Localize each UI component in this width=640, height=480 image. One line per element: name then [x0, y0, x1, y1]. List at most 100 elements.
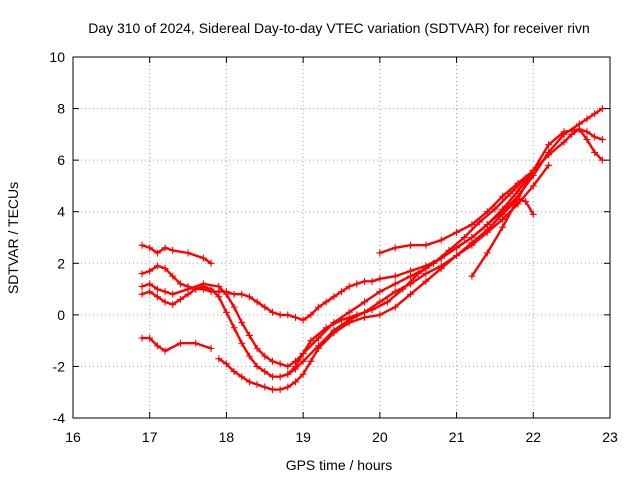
data-point [161, 288, 169, 296]
y-tick-label: 2 [57, 255, 65, 271]
data-point [161, 298, 169, 306]
data-point [138, 270, 146, 278]
data-point [545, 161, 553, 169]
data-point [176, 295, 184, 303]
data-point [437, 264, 445, 272]
data-point [299, 316, 307, 324]
x-tick-label: 23 [602, 429, 618, 445]
y-tick-label: 10 [49, 49, 65, 65]
data-point [245, 378, 253, 386]
data-point [245, 352, 253, 360]
data-point [284, 362, 292, 370]
x-tick-label: 17 [142, 429, 158, 445]
data-point [299, 350, 307, 358]
data-point [338, 316, 345, 324]
data-point [514, 195, 522, 203]
x-tick-label: 22 [525, 429, 541, 445]
series-track-i [468, 125, 606, 280]
data-point [215, 282, 223, 290]
data-point [276, 311, 284, 319]
data-point [215, 293, 223, 301]
data-point [376, 298, 384, 306]
data-point [192, 285, 200, 293]
data-point [192, 339, 200, 347]
data-point [407, 290, 415, 298]
data-point [568, 130, 576, 138]
data-point [453, 252, 461, 260]
data-point [414, 270, 422, 278]
data-point [314, 303, 322, 311]
data-point [384, 298, 392, 306]
series-track-f [215, 195, 537, 394]
data-point [399, 285, 407, 293]
data-point [253, 298, 261, 306]
data-point [153, 249, 161, 257]
data-point [460, 234, 468, 241]
series-track-b [138, 334, 215, 355]
data-point [483, 208, 491, 216]
y-tick-label: 4 [57, 204, 65, 220]
data-point [230, 290, 238, 298]
data-point [169, 246, 177, 254]
y-tick-label: 6 [57, 152, 65, 168]
data-point [268, 386, 276, 394]
y-tick-label: -4 [53, 410, 66, 426]
data-point [138, 241, 146, 249]
data-point [146, 244, 154, 252]
data-point [468, 272, 476, 280]
data-point [361, 277, 369, 285]
data-point [468, 239, 476, 247]
data-point [499, 223, 507, 231]
data-point [499, 210, 507, 218]
chart-title: Day 310 of 2024, Sidereal Day-to-day VTE… [88, 20, 590, 36]
data-point [422, 270, 430, 278]
x-axis-label: GPS time / hours [286, 457, 393, 473]
data-point [376, 311, 384, 319]
data-point [445, 246, 453, 254]
data-point [514, 179, 522, 187]
data-point [169, 290, 177, 298]
data-point [345, 282, 353, 290]
data-point [391, 280, 399, 288]
data-point [322, 298, 330, 306]
data-point [161, 244, 169, 252]
data-point [338, 288, 345, 296]
data-point [291, 378, 299, 386]
data-point [376, 275, 384, 283]
data-point [330, 329, 338, 337]
data-point [215, 355, 223, 363]
data-point [153, 342, 161, 350]
data-point [391, 272, 399, 280]
data-point [207, 259, 215, 267]
data-point [153, 293, 161, 301]
data-point [138, 334, 146, 342]
data-point [161, 347, 169, 355]
data-point [506, 190, 514, 198]
data-point [276, 373, 284, 381]
series-line [140, 244, 213, 265]
data-point [146, 267, 154, 275]
data-point [376, 288, 384, 296]
data-point [299, 357, 307, 365]
data-point [299, 370, 307, 378]
data-point [284, 383, 292, 391]
data-point [261, 352, 269, 360]
data-point [276, 386, 284, 394]
data-point [138, 282, 146, 290]
data-point [199, 254, 207, 262]
data-point [268, 357, 276, 365]
data-point [560, 128, 568, 136]
data-point [184, 290, 192, 298]
data-point [430, 259, 438, 267]
data-point [591, 148, 599, 156]
data-point [361, 298, 369, 306]
axis-ticks [72, 56, 611, 419]
y-tick-label: -2 [53, 358, 66, 374]
data-point [491, 205, 499, 213]
data-point [176, 339, 184, 347]
data-point [261, 368, 269, 376]
data-point [222, 360, 230, 368]
data-point [222, 308, 230, 316]
data-point [238, 373, 246, 381]
